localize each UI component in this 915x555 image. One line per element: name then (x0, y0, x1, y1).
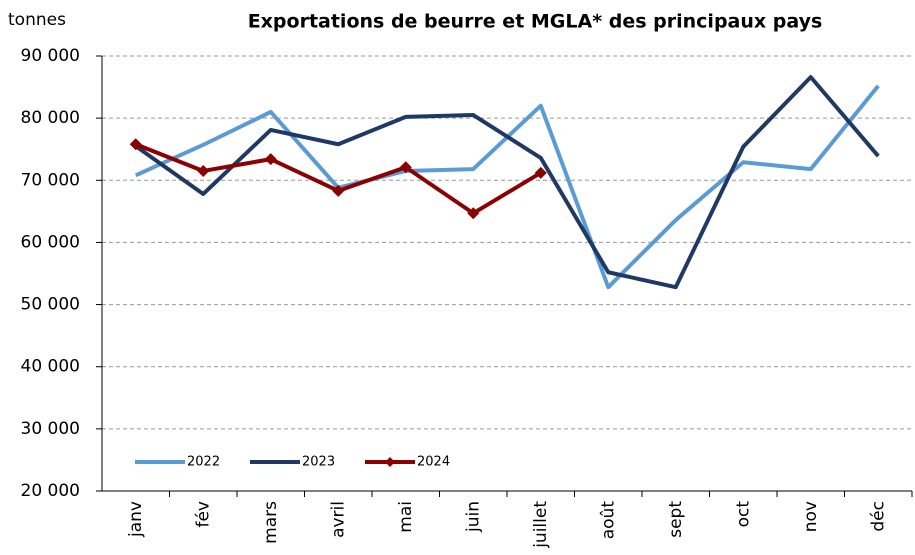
legend-label: 2022 (187, 455, 220, 470)
point-marker (332, 184, 345, 197)
series-line (135, 142, 542, 216)
x-tick-label: sept (666, 501, 686, 538)
x-tick-label: mai (396, 501, 416, 533)
point-marker (534, 166, 547, 179)
x-tick-label: janv (126, 501, 146, 538)
legend-label: 2024 (417, 455, 450, 470)
point-marker (129, 138, 142, 151)
y-tick-label: 70 000 (21, 170, 80, 190)
x-tick-label: nov (801, 501, 821, 532)
y-tick-label: 60 000 (21, 232, 80, 252)
y-tick-label: 30 000 (21, 419, 80, 439)
x-tick-label: fév (193, 501, 213, 528)
series-line (134, 84, 880, 290)
point-marker (264, 153, 277, 166)
legend-marker (385, 457, 395, 467)
legend-label: 2023 (302, 455, 335, 470)
y-tick-label: 20 000 (21, 481, 80, 501)
y-tick-label: 50 000 (21, 295, 80, 315)
y-tick-label: 40 000 (21, 357, 80, 377)
x-tick-label: oct (733, 501, 753, 528)
chart-title: Exportations de beurre et MGLA* des prin… (248, 11, 823, 33)
point-marker (399, 161, 412, 174)
y-tick-label: 90 000 (21, 46, 80, 66)
point-marker (467, 207, 480, 220)
x-tick-label: août (598, 501, 618, 540)
x-tick-label: mars (261, 501, 281, 544)
series-line (134, 75, 880, 290)
x-tick-label: déc (868, 501, 888, 532)
x-tick-label: juin (463, 501, 483, 533)
x-tick-label: avril (328, 501, 348, 538)
point-marker (197, 164, 210, 177)
y-axis-label: tonnes (8, 10, 66, 30)
y-tick-label: 80 000 (21, 108, 80, 128)
x-tick-label: juillet (531, 501, 551, 549)
